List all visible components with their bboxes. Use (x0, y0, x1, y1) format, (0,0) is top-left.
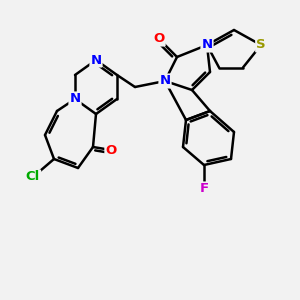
Text: F: F (200, 182, 208, 196)
Text: N: N (90, 53, 102, 67)
Text: O: O (105, 143, 117, 157)
Text: Cl: Cl (26, 170, 40, 184)
Text: N: N (159, 74, 171, 88)
Text: S: S (256, 38, 266, 52)
Text: O: O (153, 32, 165, 46)
Text: N: N (69, 92, 81, 106)
Text: N: N (201, 38, 213, 52)
